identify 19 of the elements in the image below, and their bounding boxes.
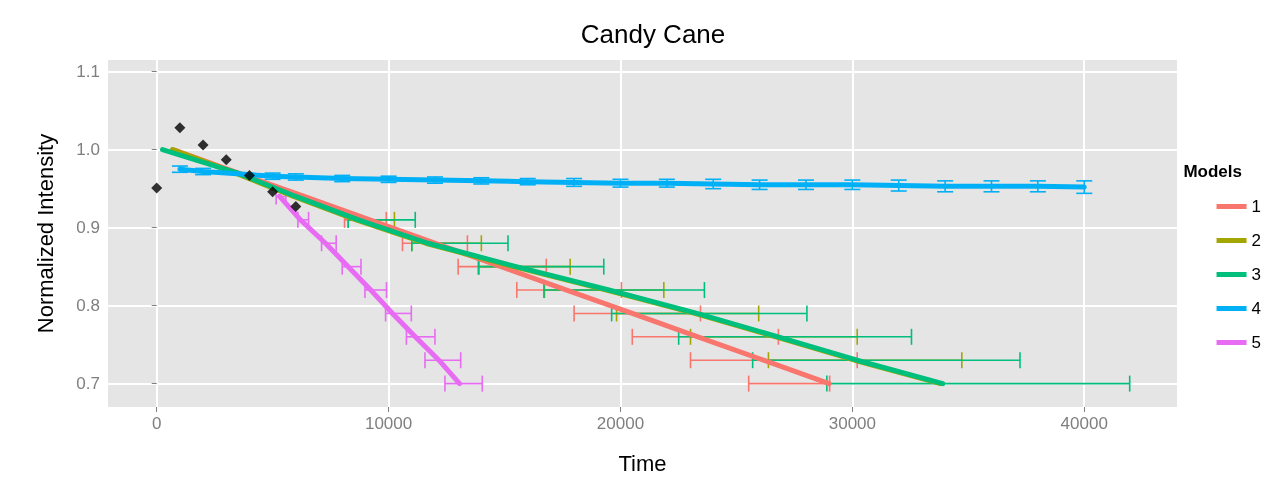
- y-tick-label: 1.0: [76, 140, 100, 160]
- legend-label: 4: [1251, 299, 1262, 318]
- x-axis-title: Time: [618, 450, 667, 476]
- legend-label: 3: [1251, 265, 1262, 284]
- x-tick-label: 10000: [364, 414, 413, 433]
- legend-label: 1: [1251, 197, 1262, 216]
- y-tick-label: 1.1: [76, 62, 100, 82]
- x-tick-label: 0: [151, 414, 162, 433]
- x-tick-label: 30000: [828, 414, 876, 433]
- legend-title: Models: [1183, 162, 1242, 181]
- legend-label: 2: [1251, 231, 1262, 250]
- y-tick-label: 0.8: [76, 296, 100, 316]
- x-tick-label: 40000: [1060, 414, 1108, 433]
- y-tick-label: 0.7: [76, 374, 100, 394]
- y-tick-label: 0.9: [76, 218, 100, 238]
- legend-label: 5: [1251, 333, 1262, 352]
- x-tick-label: 20000: [596, 414, 645, 433]
- chart-title: Candy Cane: [580, 19, 726, 49]
- y-axis-title: Normalized Intensity: [32, 133, 58, 334]
